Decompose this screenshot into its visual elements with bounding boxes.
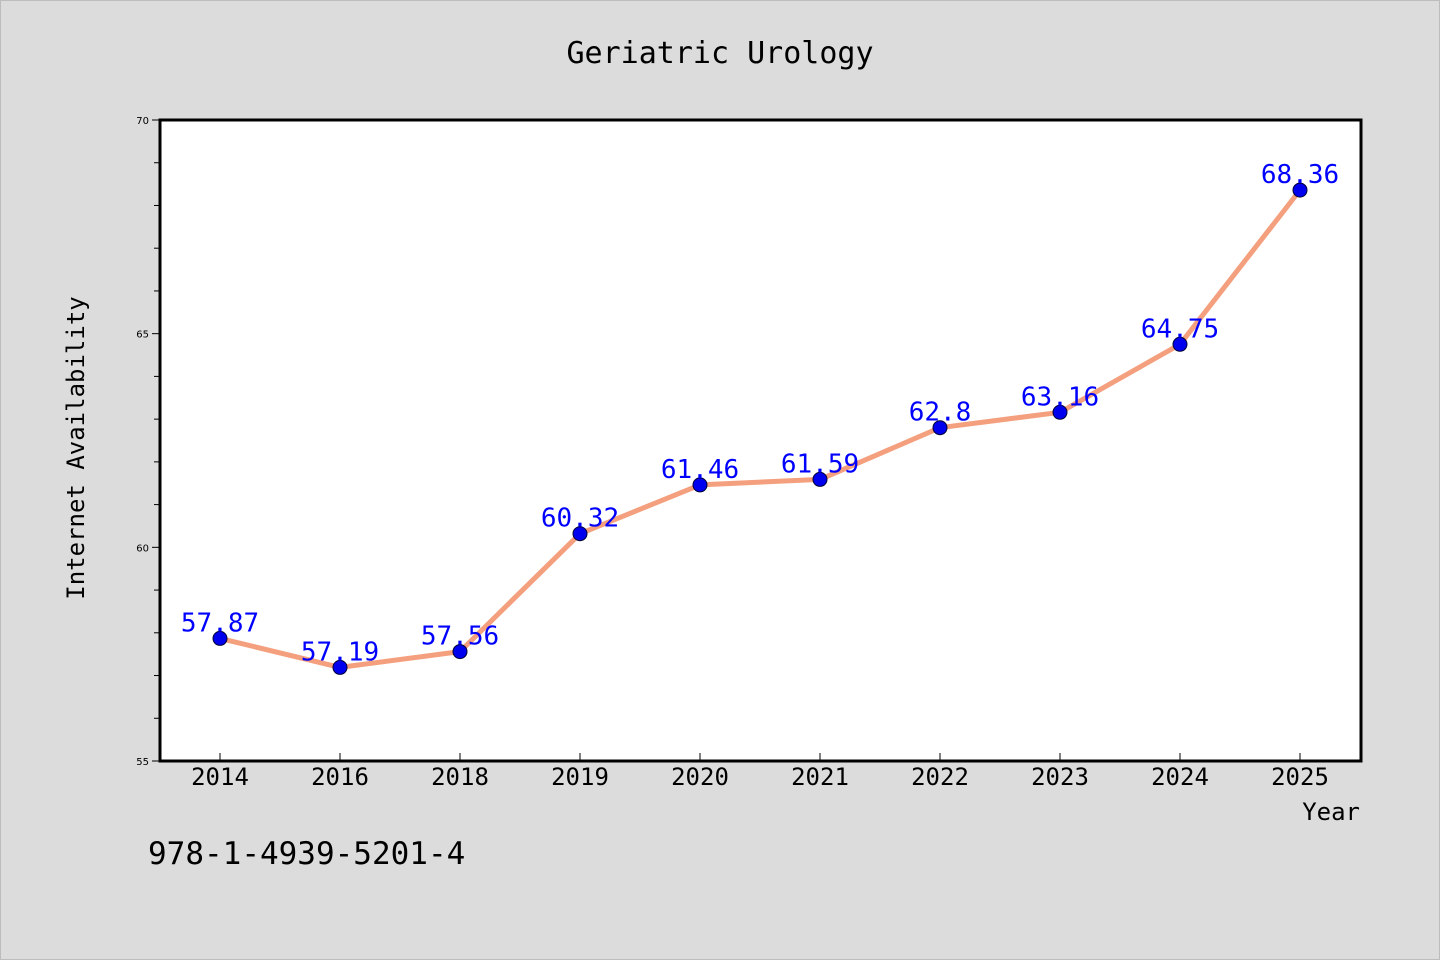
data-label: 57.87 <box>181 608 259 638</box>
x-axis-title: Year <box>1302 798 1360 826</box>
data-label: 62.8 <box>909 398 972 428</box>
series-line <box>217 187 1303 670</box>
chart-title: Geriatric Urology <box>566 36 873 71</box>
data-point-marker <box>1292 182 1308 198</box>
data-point-marker <box>1052 404 1068 420</box>
y-axis: 55 60 65 70 <box>136 116 160 768</box>
series: 57.87 57.19 57.56 60.32 61.46 61.59 62.8 63.16 6… <box>181 160 1339 675</box>
data-point-marker <box>332 659 348 675</box>
x-axis: 2014 2016 2018 2019 2020 2021 2022 2023 2024 2025 <box>191 753 1329 791</box>
x-tick-label: 2019 <box>551 763 609 791</box>
y-tick-label: 70 <box>136 116 149 127</box>
data-label: 63.16 <box>1021 382 1099 412</box>
y-tick-label: 55 <box>136 757 149 768</box>
x-tick-label: 2024 <box>1151 763 1209 791</box>
x-tick-label: 2018 <box>431 763 489 791</box>
data-point-marker <box>212 630 228 646</box>
x-tick-label: 2022 <box>911 763 969 791</box>
data-point-marker <box>452 644 468 660</box>
data-point-marker <box>692 477 708 493</box>
data-label: 57.19 <box>301 637 379 667</box>
data-label: 61.59 <box>781 449 859 479</box>
data-label: 64.75 <box>1141 314 1219 344</box>
y-tick-label: 60 <box>136 543 149 554</box>
x-tick-label: 2020 <box>671 763 729 791</box>
x-tick-label: 2025 <box>1271 763 1329 791</box>
data-label: 57.56 <box>421 622 499 652</box>
x-tick-label: 2023 <box>1031 763 1089 791</box>
plot-area <box>160 120 1361 761</box>
x-tick-label: 2016 <box>311 763 369 791</box>
y-axis-title: Internet Availability <box>62 296 90 599</box>
plot-frame <box>158 118 1363 763</box>
data-label: 60.32 <box>541 504 619 534</box>
data-label: 68.36 <box>1261 160 1339 190</box>
data-point-marker <box>932 420 948 436</box>
data-point-marker <box>1172 336 1188 352</box>
footnote-text: 978-1-4939-5201-4 <box>148 836 465 872</box>
data-point-marker <box>572 526 588 542</box>
data-label: 61.46 <box>661 455 739 485</box>
y-tick-label: 65 <box>136 330 149 341</box>
x-tick-label: 2014 <box>191 763 249 791</box>
x-tick-label: 2021 <box>791 763 849 791</box>
data-point-marker <box>812 471 828 487</box>
